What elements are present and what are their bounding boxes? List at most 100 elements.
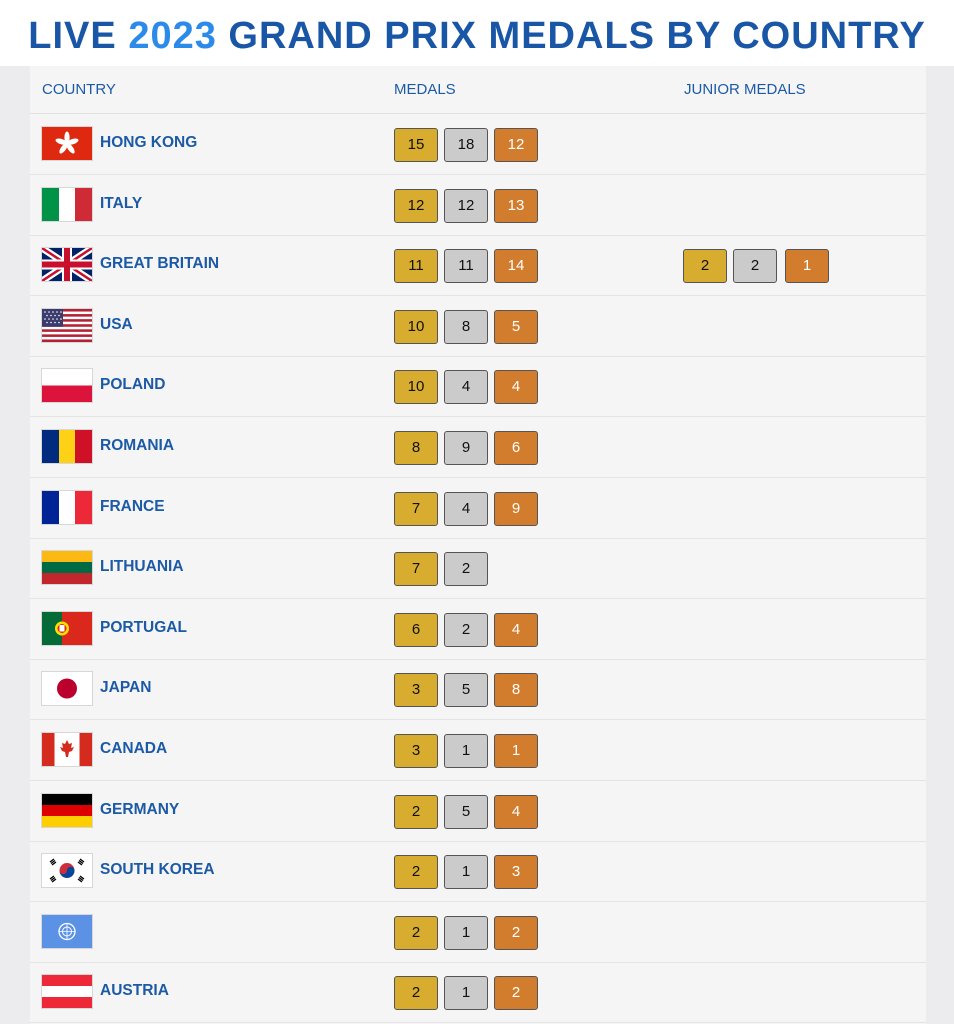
silver-medal-count: 9 <box>444 431 488 465</box>
medal-table: COUNTRY MEDALS JUNIOR MEDALS HONG KONG 15… <box>30 66 926 1024</box>
bronze-medal-count: 9 <box>494 491 538 526</box>
bronze-medal-count: 2 <box>494 915 538 950</box>
bronze-medal-count: 4 <box>494 370 538 405</box>
bronze-medal-count: 3 <box>494 855 538 890</box>
country-name[interactable]: ITALY <box>100 194 143 212</box>
japan-flag <box>42 672 92 706</box>
country-name[interactable]: FRANCE <box>100 497 165 515</box>
country-name[interactable]: PORTUGAL <box>100 618 187 636</box>
bronze-medal-count: 2 <box>494 976 538 1011</box>
germany-flag <box>42 793 92 827</box>
country-name[interactable]: JAPAN <box>100 679 152 697</box>
france-flag <box>42 490 92 524</box>
silver-medal-count: 11 <box>444 249 488 284</box>
gold-medal-count: 2 <box>683 249 727 284</box>
table-row: FRANCE 7 4 9 <box>30 478 926 539</box>
gold-medal-count: 3 <box>394 734 438 768</box>
country-name[interactable]: GREAT BRITAIN <box>100 255 220 273</box>
lithuania-flag <box>42 551 92 585</box>
country-name[interactable]: LITHUANIA <box>100 558 184 576</box>
country-name[interactable]: GERMANY <box>100 800 180 818</box>
medal-table-panel: COUNTRY MEDALS JUNIOR MEDALS HONG KONG 15… <box>0 66 954 1024</box>
country-name[interactable]: SOUTH KOREA <box>100 861 215 879</box>
bronze-medal-count: 1 <box>785 249 829 284</box>
silver-medal-count: 1 <box>444 855 488 890</box>
table-row: USA 10 8 5 <box>30 296 926 357</box>
page-title: LIVE 2023 GRAND PRIX MEDALS BY COUNTRY <box>0 0 954 66</box>
table-row: POLAND 10 4 4 <box>30 356 926 418</box>
bronze-medal-count: 4 <box>494 794 538 829</box>
bronze-medal-count: 8 <box>494 673 538 708</box>
gold-medal-count: 11 <box>394 249 438 284</box>
silver-medal-count: 5 <box>444 794 488 829</box>
table-row: GERMANY 2 5 4 <box>30 781 926 842</box>
gold-medal-count: 10 <box>394 309 438 344</box>
bronze-medal-count: 13 <box>494 188 538 223</box>
gold-medal-count: 2 <box>394 794 438 829</box>
silver-medal-count: 8 <box>444 309 488 344</box>
gold-medal-count: 10 <box>394 370 438 405</box>
country-name[interactable]: ROMANIA <box>100 437 175 454</box>
bronze-medal-count: 1 <box>494 734 538 768</box>
austria-flag <box>42 975 92 1009</box>
bronze-medal-count: 14 <box>494 249 538 284</box>
canada-flag <box>42 733 92 766</box>
silver-medal-count: 5 <box>444 673 488 708</box>
silver-medal-count: 2 <box>444 552 488 587</box>
silver-medal-count: 4 <box>444 491 488 526</box>
gold-medal-count: 12 <box>394 188 438 223</box>
silver-medal-count: 12 <box>444 188 488 223</box>
silver-medal-count: 4 <box>444 370 488 405</box>
gold-medal-count: 2 <box>394 976 438 1011</box>
junior-medals-column-header: JUNIOR MEDALS <box>684 81 806 98</box>
table-row: JAPAN 3 5 8 <box>30 659 926 721</box>
silver-medal-count: 1 <box>444 976 488 1011</box>
gold-medal-count: 2 <box>394 915 438 950</box>
romania-flag <box>42 430 92 463</box>
country-column-header: COUNTRY <box>42 81 116 98</box>
portugal-flag <box>42 611 92 645</box>
country-name[interactable]: AUSTRIA <box>100 982 169 1000</box>
table-row: AUSTRIA 2 1 2 <box>30 962 926 1024</box>
gold-medal-count: 6 <box>394 612 438 647</box>
silver-medal-count: 2 <box>444 612 488 647</box>
gold-medal-count: 8 <box>394 431 438 465</box>
title-year: 2023 <box>128 15 217 57</box>
gold-medal-count: 2 <box>394 855 438 890</box>
italy-flag <box>42 187 92 221</box>
table-row: PORTUGAL 6 2 4 <box>30 599 926 660</box>
country-name[interactable]: USA <box>100 315 133 333</box>
table-header: COUNTRY MEDALS JUNIOR MEDALS <box>30 66 926 114</box>
great-britain-flag <box>42 248 92 282</box>
poland-flag <box>42 369 92 403</box>
table-row: ROMANIA 8 9 6 <box>30 417 926 478</box>
country-name[interactable]: HONG KONG <box>100 134 198 151</box>
title-suffix: GRAND PRIX MEDALS BY COUNTRY <box>228 15 926 57</box>
silver-medal-count: 2 <box>733 249 777 284</box>
country-name[interactable]: CANADA <box>100 740 168 757</box>
gold-medal-count: 7 <box>394 491 438 526</box>
united-nations-flag <box>42 914 92 948</box>
gold-medal-count: 15 <box>394 128 438 162</box>
table-row: CANADA 3 1 1 <box>30 720 926 781</box>
silver-medal-count: 18 <box>444 128 488 162</box>
bronze-medal-count: 5 <box>494 309 538 344</box>
gold-medal-count: 7 <box>394 552 438 587</box>
usa-flag <box>42 308 92 342</box>
title-prefix: LIVE <box>28 15 117 57</box>
table-row: LITHUANIA 7 2 <box>30 538 926 600</box>
hong-kong-flag <box>42 127 92 160</box>
country-name[interactable]: POLAND <box>100 376 166 394</box>
bronze-medal-count: 6 <box>494 431 538 465</box>
gold-medal-count: 3 <box>394 673 438 708</box>
bronze-medal-count: 4 <box>494 612 538 647</box>
table-row: GREAT BRITAIN 11 11 14 2 2 1 <box>30 235 926 297</box>
table-row: HONG KONG 15 18 12 <box>30 114 926 175</box>
medals-column-header: MEDALS <box>394 81 456 98</box>
table-row: ITALY 12 12 13 <box>30 175 926 236</box>
bronze-medal-count: 12 <box>494 128 538 162</box>
silver-medal-count: 1 <box>444 915 488 950</box>
silver-medal-count: 1 <box>444 734 488 768</box>
table-row: SOUTH KOREA 2 1 3 <box>30 841 926 903</box>
